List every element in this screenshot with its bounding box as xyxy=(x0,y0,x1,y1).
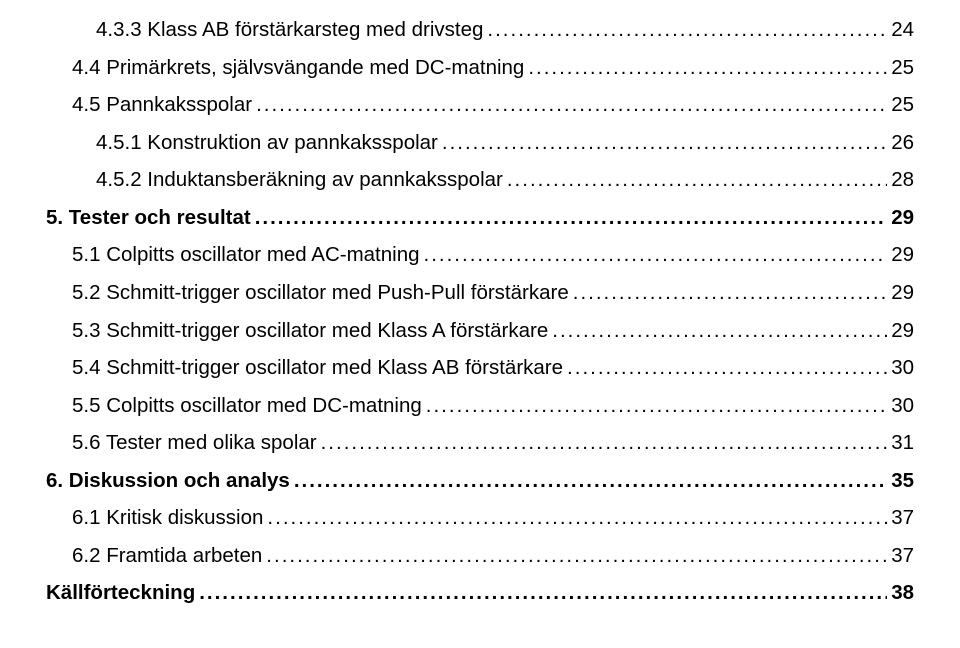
toc-entry-label: 5.5 Colpitts oscillator med DC-matning xyxy=(72,394,422,418)
toc-entry-label: 5.3 Schmitt-trigger oscillator med Klass… xyxy=(72,319,548,343)
toc-entry-page: 29 xyxy=(891,319,914,343)
toc-entry-label: 5.4 Schmitt-trigger oscillator med Klass… xyxy=(72,356,563,380)
toc-entry-page: 30 xyxy=(891,394,914,418)
toc-entry-label: Källförteckning xyxy=(46,581,195,605)
toc-line: Källförteckning 38 xyxy=(46,581,914,605)
toc-leader-dots xyxy=(267,506,887,530)
toc-line: 5.2 Schmitt-trigger oscillator med Push-… xyxy=(46,281,914,305)
toc-line: 4.5 Pannkaksspolar 25 xyxy=(46,93,914,117)
toc-entry-page: 24 xyxy=(891,18,914,42)
toc-entry-page: 25 xyxy=(891,93,914,117)
toc-entry-page: 29 xyxy=(891,206,914,230)
toc-leader-dots xyxy=(567,356,887,380)
toc-entry-label: 5.6 Tester med olika spolar xyxy=(72,431,317,455)
toc-entry-page: 31 xyxy=(891,431,914,455)
toc-page: 4.3.3 Klass AB förstärkarsteg med drivst… xyxy=(0,0,960,605)
toc-line: 5. Tester och resultat 29 xyxy=(46,206,914,230)
toc-leader-dots xyxy=(573,281,887,305)
toc-line: 5.5 Colpitts oscillator med DC-matning 30 xyxy=(46,394,914,418)
toc-line: 4.5.1 Konstruktion av pannkaksspolar 26 xyxy=(46,131,914,155)
toc-leader-dots xyxy=(294,469,887,493)
toc-leader-dots xyxy=(426,394,887,418)
toc-leader-dots xyxy=(266,544,887,568)
toc-entry-label: 4.5.2 Induktansberäkning av pannkaksspol… xyxy=(96,168,503,192)
toc-entry-page: 26 xyxy=(891,131,914,155)
toc-line: 5.6 Tester med olika spolar 31 xyxy=(46,431,914,455)
toc-entry-label: 6. Diskussion och analys xyxy=(46,469,290,493)
toc-line: 4.4 Primärkrets, självsvängande med DC-m… xyxy=(46,56,914,80)
toc-leader-dots xyxy=(321,431,888,455)
toc-line: 4.3.3 Klass AB förstärkarsteg med drivst… xyxy=(46,18,914,42)
toc-entry-page: 38 xyxy=(891,581,914,605)
toc-entry-page: 28 xyxy=(891,168,914,192)
toc-entry-label: 4.3.3 Klass AB förstärkarsteg med drivst… xyxy=(96,18,483,42)
toc-leader-dots xyxy=(528,56,887,80)
toc-entry-label: 5.2 Schmitt-trigger oscillator med Push-… xyxy=(72,281,569,305)
toc-entry-label: 6.2 Framtida arbeten xyxy=(72,544,262,568)
toc-entry-label: 4.5 Pannkaksspolar xyxy=(72,93,252,117)
toc-line: 5.4 Schmitt-trigger oscillator med Klass… xyxy=(46,356,914,380)
toc-entry-label: 5.1 Colpitts oscillator med AC-matning xyxy=(72,243,420,267)
toc-line: 6.1 Kritisk diskussion 37 xyxy=(46,506,914,530)
toc-line: 5.3 Schmitt-trigger oscillator med Klass… xyxy=(46,319,914,343)
toc-leader-dots xyxy=(424,243,888,267)
toc-entry-page: 29 xyxy=(891,243,914,267)
toc-leader-dots xyxy=(199,581,887,605)
toc-entry-label: 6.1 Kritisk diskussion xyxy=(72,506,263,530)
toc-entry-page: 37 xyxy=(891,506,914,530)
toc-entry-page: 37 xyxy=(891,544,914,568)
toc-leader-dots xyxy=(442,131,887,155)
toc-entry-page: 35 xyxy=(891,469,914,493)
toc-leader-dots xyxy=(552,319,887,343)
toc-leader-dots xyxy=(507,168,887,192)
toc-entry-page: 29 xyxy=(891,281,914,305)
toc-line: 6.2 Framtida arbeten 37 xyxy=(46,544,914,568)
toc-entry-label: 4.5.1 Konstruktion av pannkaksspolar xyxy=(96,131,438,155)
toc-entry-page: 30 xyxy=(891,356,914,380)
toc-leader-dots xyxy=(487,18,887,42)
toc-line: 5.1 Colpitts oscillator med AC-matning 29 xyxy=(46,243,914,267)
toc-line: 4.5.2 Induktansberäkning av pannkaksspol… xyxy=(46,168,914,192)
toc-entry-label: 4.4 Primärkrets, självsvängande med DC-m… xyxy=(72,56,524,80)
toc-leader-dots xyxy=(255,206,887,230)
toc-entry-label: 5. Tester och resultat xyxy=(46,206,251,230)
toc-line: 6. Diskussion och analys 35 xyxy=(46,469,914,493)
toc-entry-page: 25 xyxy=(891,56,914,80)
toc-leader-dots xyxy=(256,93,887,117)
